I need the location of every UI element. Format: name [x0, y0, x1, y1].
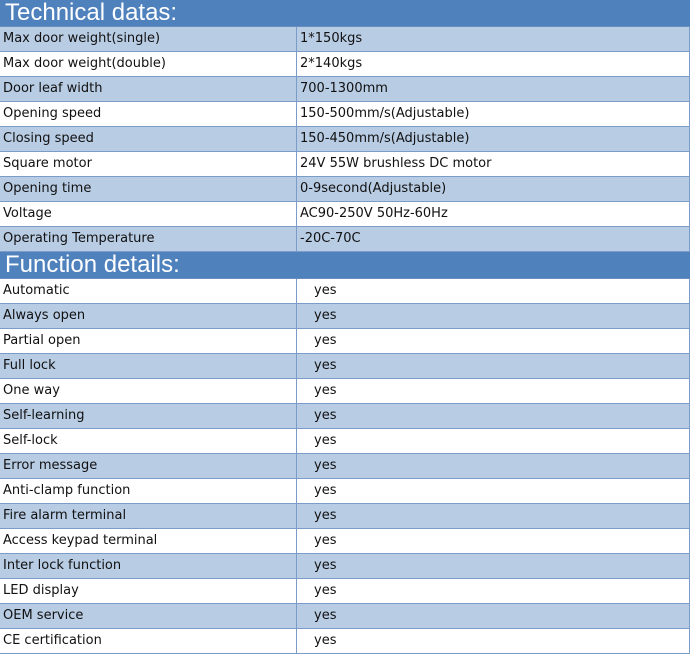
row-value: yes [314, 283, 337, 298]
table-row: Opening speed 150-500mm/s(Adjustable) [0, 102, 690, 127]
table-row: LED display yes [0, 579, 690, 604]
row-value: 24V 55W brushless DC motor [300, 156, 492, 171]
table-row: Opening time 0-9second(Adjustable) [0, 177, 690, 202]
table-row: Closing speed 150-450mm/s(Adjustable) [0, 127, 690, 152]
row-value: 150-500mm/s(Adjustable) [300, 106, 470, 121]
row-value: yes [314, 358, 337, 373]
technical-rows: Max door weight(single) 1*150kgs Max door … [0, 27, 690, 252]
table-row: Self-learning yes [0, 404, 690, 429]
row-label: Operating Temperature [0, 227, 297, 251]
row-value: yes [314, 508, 337, 523]
row-label: Door leaf width [0, 77, 297, 101]
row-value: yes [314, 633, 337, 648]
row-value: yes [314, 308, 337, 323]
row-value: yes [314, 533, 337, 548]
table-row: Self-lock yes [0, 429, 690, 454]
table-row: Inter lock function yes [0, 554, 690, 579]
row-value: yes [314, 483, 337, 498]
row-value: 150-450mm/s(Adjustable) [300, 131, 470, 146]
table-row: Max door weight(single) 1*150kgs [0, 27, 690, 52]
row-label: Always open [0, 304, 297, 328]
row-label: Max door weight(single) [0, 27, 297, 51]
row-value: 2*140kgs [300, 56, 363, 71]
table-row: Operating Temperature -20C-70C [0, 227, 690, 252]
row-value: 1*150kgs [300, 31, 363, 46]
row-label: Voltage [0, 202, 297, 226]
row-label: Self-learning [0, 404, 297, 428]
table-row: Automatic yes [0, 279, 690, 304]
row-label: Opening time [0, 177, 297, 201]
table-row: Fire alarm terminal yes [0, 504, 690, 529]
technical-header: Technical datas: [0, 0, 690, 27]
row-value: yes [314, 608, 337, 623]
row-label: One way [0, 379, 297, 403]
row-value: yes [314, 558, 337, 573]
function-header: Function details: [0, 252, 690, 279]
table-row: OEM service yes [0, 604, 690, 629]
row-label: OEM service [0, 604, 297, 628]
row-label: Max door weight(double) [0, 52, 297, 76]
row-value: yes [314, 383, 337, 398]
row-label: Self-lock [0, 429, 297, 453]
row-label: Fire alarm terminal [0, 504, 297, 528]
table-row: Voltage AC90-250V 50Hz-60Hz [0, 202, 690, 227]
row-label: CE certification [0, 629, 297, 653]
table-row: Access keypad terminal yes [0, 529, 690, 554]
table-row: Full lock yes [0, 354, 690, 379]
row-label: LED display [0, 579, 297, 603]
row-value: yes [314, 583, 337, 598]
table-row: CE certification yes [0, 629, 690, 654]
table-row: Partial open yes [0, 329, 690, 354]
row-value: -20C-70C [300, 231, 361, 246]
table-row: Door leaf width 700-1300mm [0, 77, 690, 102]
table-row: Error message yes [0, 454, 690, 479]
row-label: Automatic [0, 279, 297, 303]
row-label: Partial open [0, 329, 297, 353]
table-row: Max door weight(double) 2*140kgs [0, 52, 690, 77]
row-value: yes [314, 458, 337, 473]
row-value: AC90-250V 50Hz-60Hz [300, 206, 448, 221]
row-value: yes [314, 333, 337, 348]
row-label: Square motor [0, 152, 297, 176]
table-row: Square motor 24V 55W brushless DC motor [0, 152, 690, 177]
row-value: yes [314, 433, 337, 448]
table-row: Always open yes [0, 304, 690, 329]
row-value: 700-1300mm [300, 81, 388, 96]
row-label: Access keypad terminal [0, 529, 297, 553]
row-label: Full lock [0, 354, 297, 378]
table-row: One way yes [0, 379, 690, 404]
row-value: 0-9second(Adjustable) [300, 181, 447, 196]
row-value: yes [314, 408, 337, 423]
row-label: Inter lock function [0, 554, 297, 578]
row-label: Error message [0, 454, 297, 478]
table-row: Anti-clamp function yes [0, 479, 690, 504]
row-label: Anti-clamp function [0, 479, 297, 503]
function-rows: Automatic yes Always open yes Partial open ye… [0, 279, 690, 654]
row-label: Opening speed [0, 102, 297, 126]
row-label: Closing speed [0, 127, 297, 151]
